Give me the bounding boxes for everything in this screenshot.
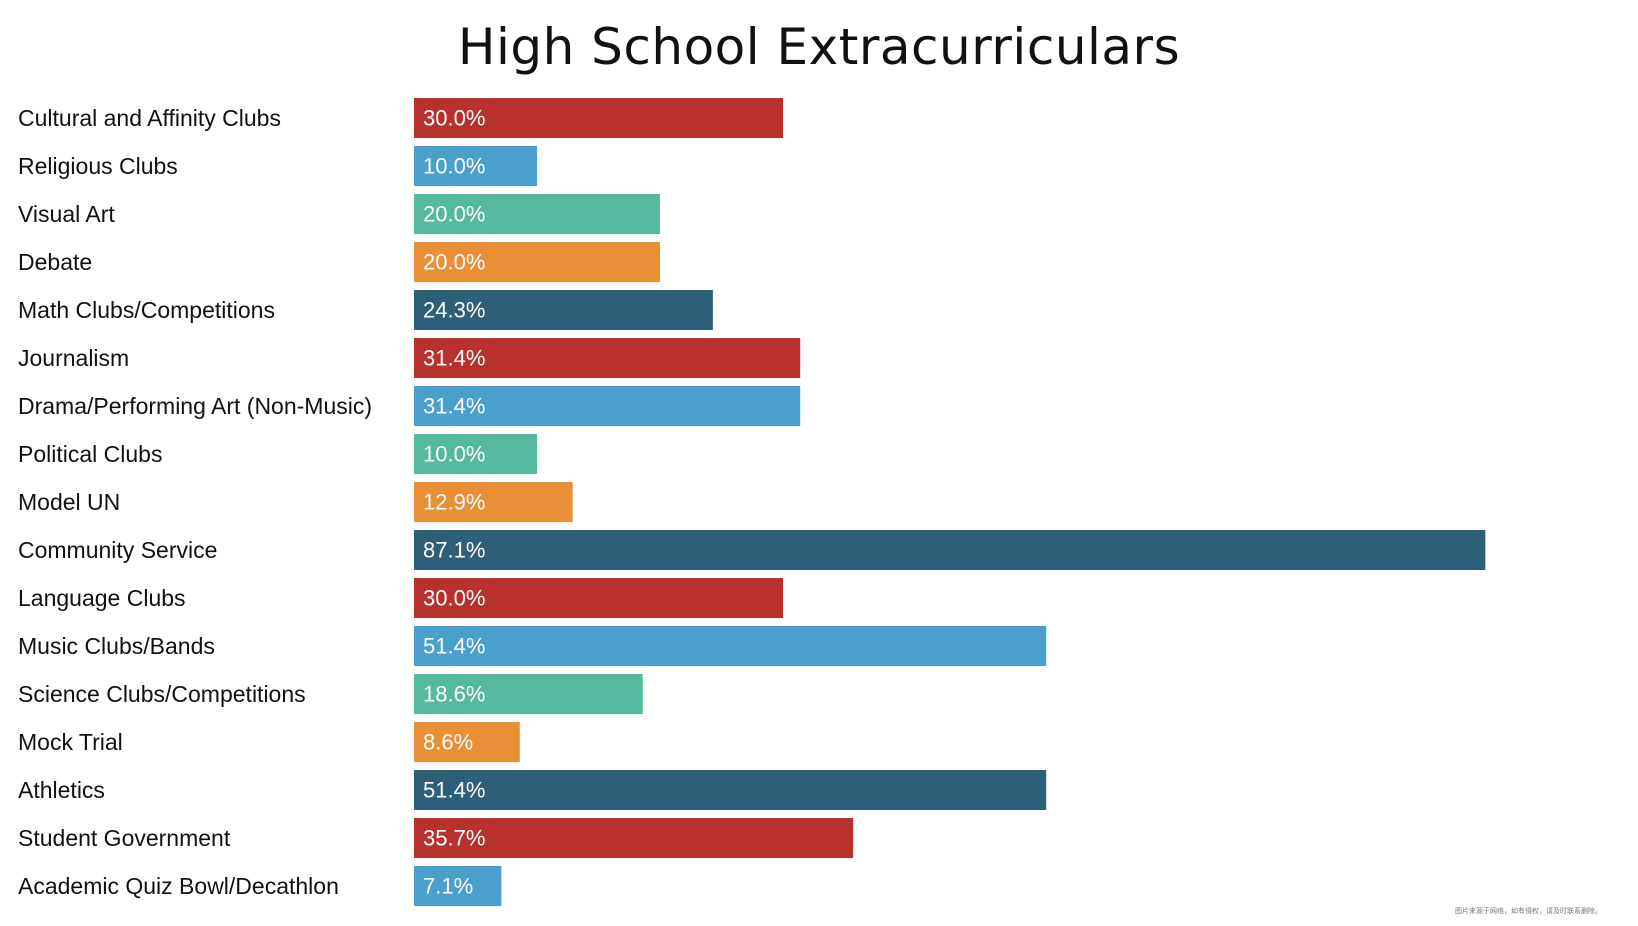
- value-label: 12.9%: [423, 490, 485, 515]
- bar: [414, 146, 537, 186]
- value-label: 20.0%: [423, 202, 485, 227]
- category-label: Language Clubs: [18, 585, 186, 611]
- category-label: Community Service: [18, 537, 217, 563]
- value-label: 20.0%: [423, 250, 485, 275]
- value-label: 7.1%: [423, 874, 473, 899]
- bar: [414, 578, 783, 618]
- category-label: Athletics: [18, 777, 105, 803]
- bar: [414, 338, 801, 378]
- value-label: 35.7%: [423, 826, 485, 851]
- category-label: Religious Clubs: [18, 153, 178, 179]
- watermark-note: 图片来源于网络，如有侵权，请及时联系删除。: [1455, 907, 1602, 915]
- bar-row: Math Clubs/Competitions 24.3%: [18, 290, 713, 330]
- bar-row: Science Clubs/Competitions 18.6%: [18, 674, 643, 714]
- category-label: Academic Quiz Bowl/Decathlon: [18, 873, 339, 899]
- bar-row: Cultural and Affinity Clubs 30.0%: [18, 98, 783, 138]
- bar-row: Mock Trial 8.6%: [18, 722, 520, 762]
- bar: [414, 626, 1047, 666]
- bar: [414, 530, 1486, 570]
- bar-row: Language Clubs 30.0%: [18, 578, 783, 618]
- category-label: Journalism: [18, 345, 129, 371]
- value-label: 31.4%: [423, 394, 485, 419]
- bar-row: Music Clubs/Bands 51.4%: [18, 626, 1047, 666]
- bar-row: Visual Art 20.0%: [18, 194, 660, 234]
- bar: [414, 818, 854, 858]
- category-label: Math Clubs/Competitions: [18, 297, 275, 323]
- bar-row: Debate 20.0%: [18, 242, 660, 282]
- bar-row: Journalism 31.4%: [18, 338, 801, 378]
- bar: [414, 722, 520, 762]
- bar: [414, 770, 1047, 810]
- bar-row: Athletics 51.4%: [18, 770, 1047, 810]
- category-label: Visual Art: [18, 201, 115, 227]
- bar: [414, 482, 573, 522]
- bar-row: Political Clubs 10.0%: [18, 434, 537, 474]
- value-label: 10.0%: [423, 442, 485, 467]
- chart-title: High School Extracurriculars: [457, 18, 1181, 76]
- value-label: 30.0%: [423, 586, 485, 611]
- category-label: Cultural and Affinity Clubs: [18, 105, 281, 131]
- category-label: Student Government: [18, 825, 231, 851]
- bar: [414, 242, 660, 282]
- bar-row: Academic Quiz Bowl/Decathlon 7.1%: [18, 866, 502, 906]
- bar: [414, 434, 537, 474]
- value-label: 24.3%: [423, 298, 485, 323]
- category-label: Drama/Performing Art (Non-Music): [18, 393, 372, 419]
- bar-row: Drama/Performing Art (Non-Music) 31.4%: [18, 386, 801, 426]
- value-label: 10.0%: [423, 154, 485, 179]
- value-label: 18.6%: [423, 682, 485, 707]
- category-label: Music Clubs/Bands: [18, 633, 215, 659]
- bar: [414, 866, 502, 906]
- category-label: Science Clubs/Competitions: [18, 681, 306, 707]
- bar-row: Model UN 12.9%: [18, 482, 573, 522]
- bar: [414, 290, 713, 330]
- category-label: Political Clubs: [18, 441, 162, 467]
- category-label: Debate: [18, 249, 92, 275]
- bar: [414, 386, 801, 426]
- bar-row: Community Service 87.1%: [18, 530, 1486, 570]
- bar: [414, 194, 660, 234]
- value-label: 51.4%: [423, 778, 485, 803]
- bar: [414, 674, 643, 714]
- value-label: 51.4%: [423, 634, 485, 659]
- category-label: Model UN: [18, 489, 120, 515]
- value-label: 8.6%: [423, 730, 473, 755]
- bar: [414, 98, 783, 138]
- value-label: 87.1%: [423, 538, 485, 563]
- bar-row: Student Government 35.7%: [18, 818, 854, 858]
- value-label: 30.0%: [423, 106, 485, 131]
- value-label: 31.4%: [423, 346, 485, 371]
- category-label: Mock Trial: [18, 729, 123, 755]
- bar-row: Religious Clubs 10.0%: [18, 146, 537, 186]
